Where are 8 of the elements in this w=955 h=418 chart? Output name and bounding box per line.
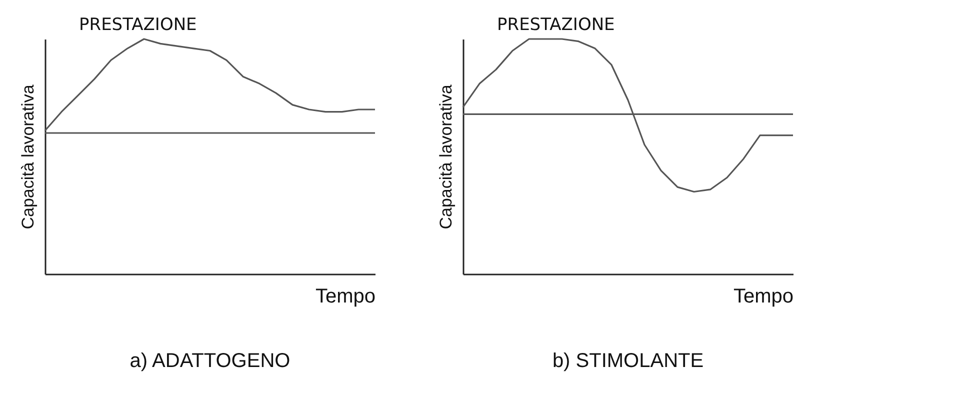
y-axis-title: Capacità lavorativa (436, 84, 456, 230)
x-axis-title: Tempo (315, 286, 376, 308)
text: a) ADATTOGENO (130, 350, 290, 372)
x-axis-title: Tempo (733, 286, 794, 308)
chart-title: PRESTAZIONE (79, 15, 197, 36)
text: b) STIMOLANTE (552, 350, 704, 372)
chart-title: PRESTAZIONE (497, 15, 615, 36)
y-axis-title: Capacità lavorativa (18, 84, 38, 230)
